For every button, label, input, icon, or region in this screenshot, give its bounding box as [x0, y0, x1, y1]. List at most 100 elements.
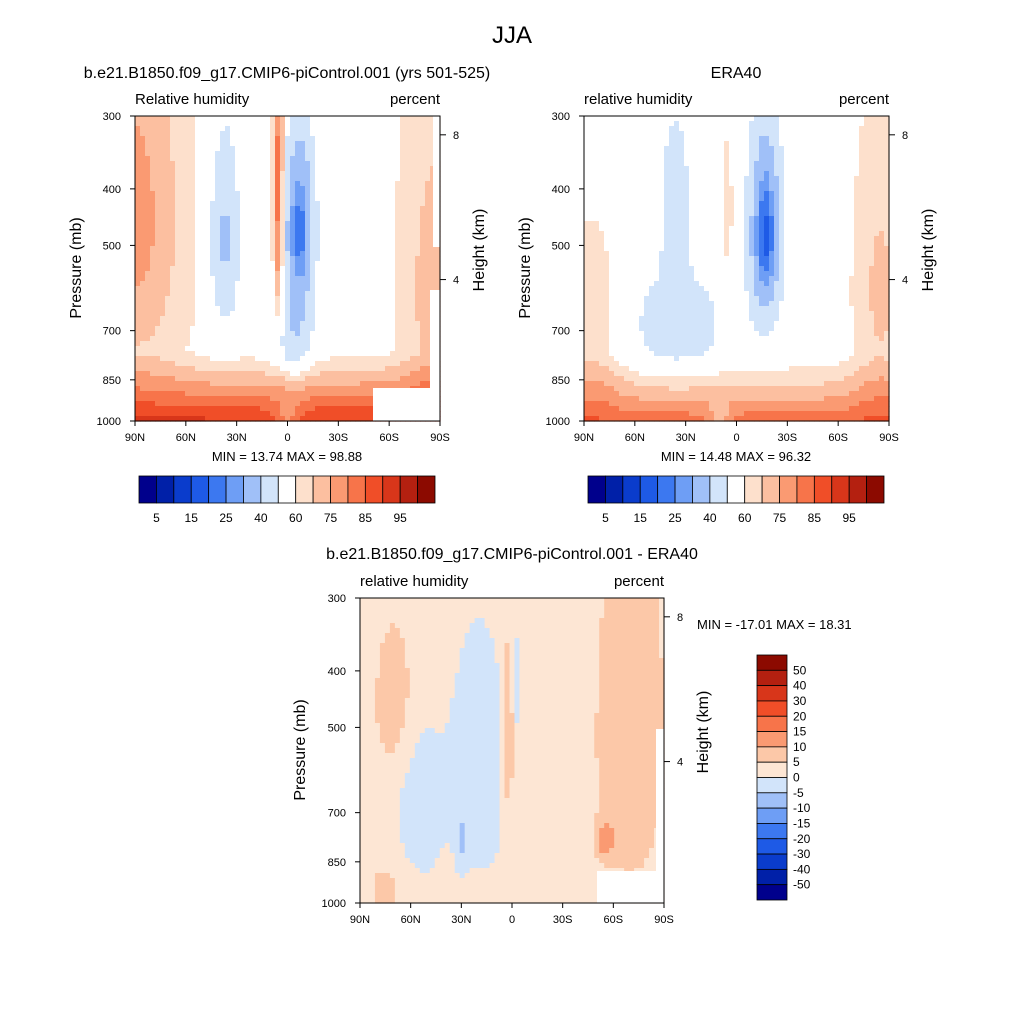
panel-model-cell [175, 206, 181, 212]
panel-model-cell [240, 126, 246, 132]
panel-model-cell [190, 396, 196, 402]
panel-model-cell [370, 121, 376, 127]
panel-model-cell [200, 366, 206, 372]
panel-model-cell [290, 386, 296, 392]
panel-era40-cell [729, 146, 735, 152]
panel-model-cell [175, 146, 181, 152]
panel-model-cell [355, 346, 361, 352]
panel-model-cell [220, 266, 226, 272]
panel-model-cell [375, 341, 381, 347]
panel-era40-cell [709, 196, 715, 202]
panel-era40-cell [744, 206, 750, 212]
panel-model-cell [390, 321, 396, 327]
panel-model-cell [375, 366, 381, 372]
panel-model-cell [360, 146, 366, 152]
panel-model-cell [200, 201, 206, 207]
panel-era40-cell [754, 181, 760, 187]
panel-model-cell [355, 196, 361, 202]
panel-era40-cell [599, 211, 605, 217]
panel-model-cell [285, 246, 291, 252]
panel-model-cell [365, 261, 371, 267]
panel-model-cell [230, 146, 236, 152]
panel-model-cell [300, 116, 306, 122]
panel-model-cell [405, 251, 411, 257]
panel-model-cell [210, 396, 216, 402]
panel-model-cell [350, 166, 356, 172]
panel-model-cell [295, 176, 301, 182]
panel-model-cell [280, 226, 286, 232]
panel-model-cell [195, 361, 201, 367]
panel-model-cell [275, 311, 281, 317]
panel-era40-cell [624, 181, 630, 187]
panel-model-cell [220, 151, 226, 157]
panel-model-cell [145, 206, 151, 212]
panel-era40-cell [724, 191, 730, 197]
panel-era40-cell [589, 191, 595, 197]
panel-model-cell [250, 126, 256, 132]
panel-era40-cell [804, 171, 810, 177]
panel-model-cell [420, 196, 426, 202]
panel-model-cell [420, 346, 426, 352]
panel-model-cell [270, 171, 276, 177]
panel-model-cell [360, 341, 366, 347]
panel-era40-cell [764, 141, 770, 147]
panel-model-cell [400, 351, 406, 357]
panel-era40-cell [804, 151, 810, 157]
panel-model-cell [245, 336, 251, 342]
panel-model-cell [195, 191, 201, 197]
panel-model-cell [200, 386, 206, 392]
panel-era40-cell [774, 191, 780, 197]
panel-model-cell [295, 351, 301, 357]
panel-model-cell [395, 186, 401, 192]
panel-era40-cell [609, 181, 615, 187]
panel-model-cell [400, 271, 406, 277]
panel-model-cell [335, 231, 341, 237]
panel-model-cell [375, 296, 381, 302]
panel-model-cell [190, 411, 196, 417]
panel-model-cell [140, 211, 146, 217]
panel-era40-cell [774, 116, 780, 122]
panel-model-cell [405, 191, 411, 197]
panel-model-cell [315, 311, 321, 317]
panel-model-cell [145, 231, 151, 237]
panel-model-cell [405, 151, 411, 157]
panel-model-cell [200, 271, 206, 277]
panel-era40-cell [804, 116, 810, 122]
panel-era40-cell [594, 126, 600, 132]
panel-model-cell [205, 231, 211, 237]
panel-model-cell [165, 321, 171, 327]
panel-model-cell [215, 156, 221, 162]
panel-model-cell [155, 136, 161, 142]
panel-model-cell [190, 171, 196, 177]
panel-model-cell [375, 121, 381, 127]
panel-model-cell [395, 261, 401, 267]
panel-model-cell [345, 376, 351, 382]
panel-model-cell [285, 416, 291, 422]
panel-era40-cell [639, 151, 645, 157]
panel-model-cell [255, 316, 261, 322]
panel-model-cell [205, 281, 211, 287]
panel-model-cell [400, 306, 406, 312]
panel-model-cell [395, 176, 401, 182]
panel-model-cell [410, 116, 416, 122]
panel-model-cell [370, 116, 376, 122]
panel-model-cell [335, 346, 341, 352]
panel-model-cell [170, 151, 176, 157]
panel-era40-cell [704, 181, 710, 187]
panel-model-cell [140, 366, 146, 372]
panel-model-cell [170, 176, 176, 182]
panel-model-cell [240, 216, 246, 222]
panel-model-cell [150, 226, 156, 232]
panel-model-cell [425, 241, 431, 247]
panel-model-cell [340, 261, 346, 267]
panel-era40-cell [644, 146, 650, 152]
panel-model-cell [425, 361, 431, 367]
panel-era40-cell [819, 206, 825, 212]
panel-model-cell [400, 216, 406, 222]
panel-model-cell [255, 186, 261, 192]
panel-model-cell [385, 226, 391, 232]
panel-model-cell [370, 206, 376, 212]
panel-model-cell [380, 336, 386, 342]
panel-model-cell [135, 231, 141, 237]
panel-era40-cell [589, 131, 595, 137]
